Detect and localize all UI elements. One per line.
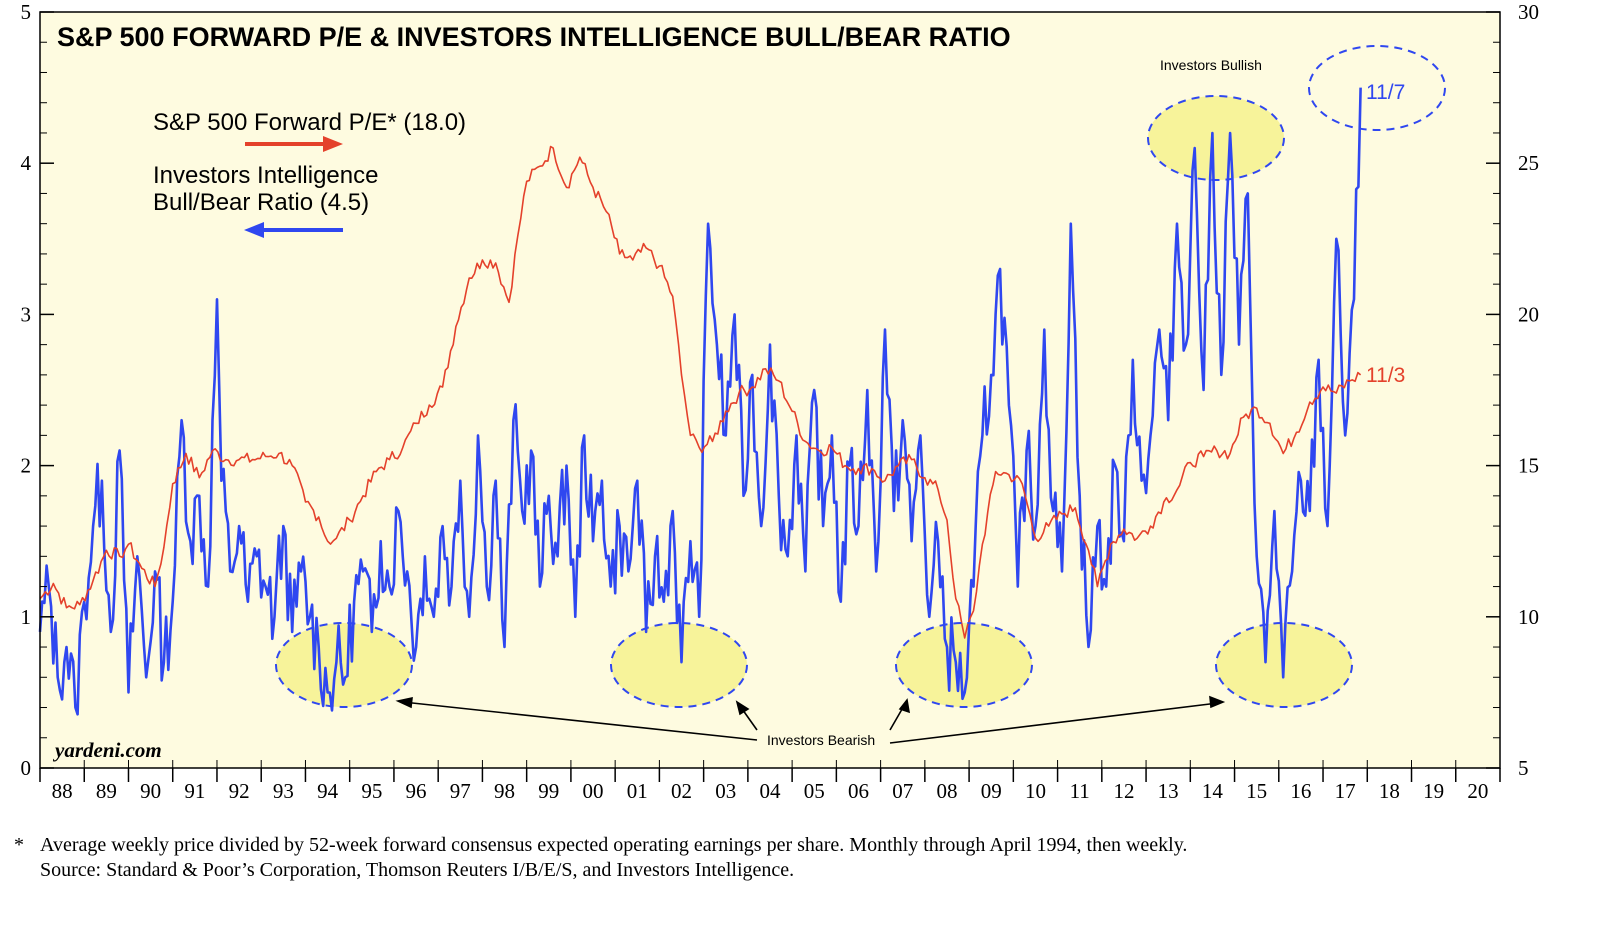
x-tick-label: 16 (1290, 779, 1311, 803)
x-tick-label: 09 (981, 779, 1002, 803)
x-tick-label: 96 (406, 779, 427, 803)
bearish-ellipse-08 (895, 622, 1033, 708)
current-ellipse (1308, 45, 1446, 131)
x-tick-label: 04 (760, 779, 782, 803)
right-tick-label: 10 (1518, 605, 1539, 629)
footnote-line-2: Source: Standard & Poor’s Corporation, T… (40, 859, 795, 881)
x-tick-label: 03 (715, 779, 736, 803)
bearish-annotation: Investors Bearish (767, 732, 875, 748)
bullish-ellipse (1147, 95, 1285, 181)
bullish-ellipse-fill (1148, 96, 1284, 180)
left-tick-label: 5 (21, 0, 32, 24)
right-tick-label: 20 (1518, 302, 1539, 326)
brand-watermark: yardeni.com (52, 738, 162, 762)
right-tick-label: 5 (1518, 756, 1529, 780)
series-bull-bear-line (38, 87, 1362, 716)
x-tick-label: 13 (1158, 779, 1179, 803)
bearish-ellipse-08-fill (896, 623, 1032, 707)
left-tick-label: 2 (21, 454, 32, 478)
x-tick-label: 92 (229, 779, 250, 803)
series-forward-pe-line (39, 145, 1362, 639)
x-tick-label: 08 (936, 779, 957, 803)
bullish-annotation: Investors Bullish (1160, 57, 1262, 73)
plot-frame (39, 11, 1501, 769)
x-tick-label: 00 (583, 779, 604, 803)
x-tick-label: 18 (1379, 779, 1400, 803)
left-tick-label: 4 (21, 151, 32, 175)
x-tick-label: 07 (892, 779, 913, 803)
bearish-ellipse-02-fill (611, 623, 747, 707)
bearish-ellipse-94-fill (276, 623, 412, 707)
bearish-ellipse-94 (275, 622, 413, 708)
x-tick-label: 91 (184, 779, 205, 803)
right-tick-label: 30 (1518, 0, 1539, 24)
x-tick-label: 14 (1202, 779, 1224, 803)
legend-pe-arrow (245, 136, 343, 152)
x-tick-label: 97 (450, 779, 471, 803)
x-tick-label: 10 (1025, 779, 1046, 803)
legend-pe-label: S&P 500 Forward P/E* (18.0) (153, 109, 466, 136)
x-tick-label: 95 (361, 779, 382, 803)
footnote: * Average weekly price divided by 52-week… (14, 833, 1574, 883)
x-tick-label: 11 (1070, 779, 1090, 803)
left-tick-label: 1 (21, 605, 32, 629)
bearish-arrows (395, 695, 1226, 744)
x-tick-label: 93 (273, 779, 294, 803)
x-tick-label: 94 (317, 779, 339, 803)
x-tick-label: 19 (1423, 779, 1444, 803)
left-tick-label: 3 (21, 302, 32, 326)
x-tick-label: 98 (494, 779, 515, 803)
bearish-ellipse-02 (610, 622, 748, 708)
right-tick-label: 15 (1518, 454, 1539, 478)
x-tick-label: 89 (96, 779, 117, 803)
x-tick-label: 20 (1467, 779, 1488, 803)
x-tick-label: 15 (1246, 779, 1267, 803)
left-tick-label: 0 (21, 756, 32, 780)
ellipse-outline-group (275, 45, 1446, 708)
bb-end-label: 11/7 (1366, 81, 1405, 104)
x-tick-label: 06 (848, 779, 869, 803)
footnote-marker: * (14, 834, 24, 856)
x-tick-label: 88 (52, 779, 73, 803)
x-tick-label: 01 (627, 779, 648, 803)
x-tick-label: 12 (1113, 779, 1134, 803)
x-tick-label: 17 (1335, 779, 1356, 803)
pe-end-label: 11/3 (1366, 364, 1405, 387)
footnote-line-1: Average weekly price divided by 52-week … (40, 834, 1188, 856)
right-tick-label: 25 (1518, 151, 1539, 175)
bearish-ellipse-16 (1215, 622, 1353, 708)
x-tick-label: 05 (804, 779, 825, 803)
x-tick-label: 90 (140, 779, 161, 803)
x-tick-label: 02 (671, 779, 692, 803)
chart-title: S&P 500 FORWARD P/E & INVESTORS INTELLIG… (57, 22, 1011, 52)
x-tick-label: 99 (538, 779, 559, 803)
series-layer (38, 87, 1362, 716)
legend-bb-arrow (244, 222, 343, 238)
legend-bb-label-1: Investors Intelligence (153, 162, 378, 189)
legend-bb-label-2: Bull/Bear Ratio (4.5) (153, 189, 369, 216)
